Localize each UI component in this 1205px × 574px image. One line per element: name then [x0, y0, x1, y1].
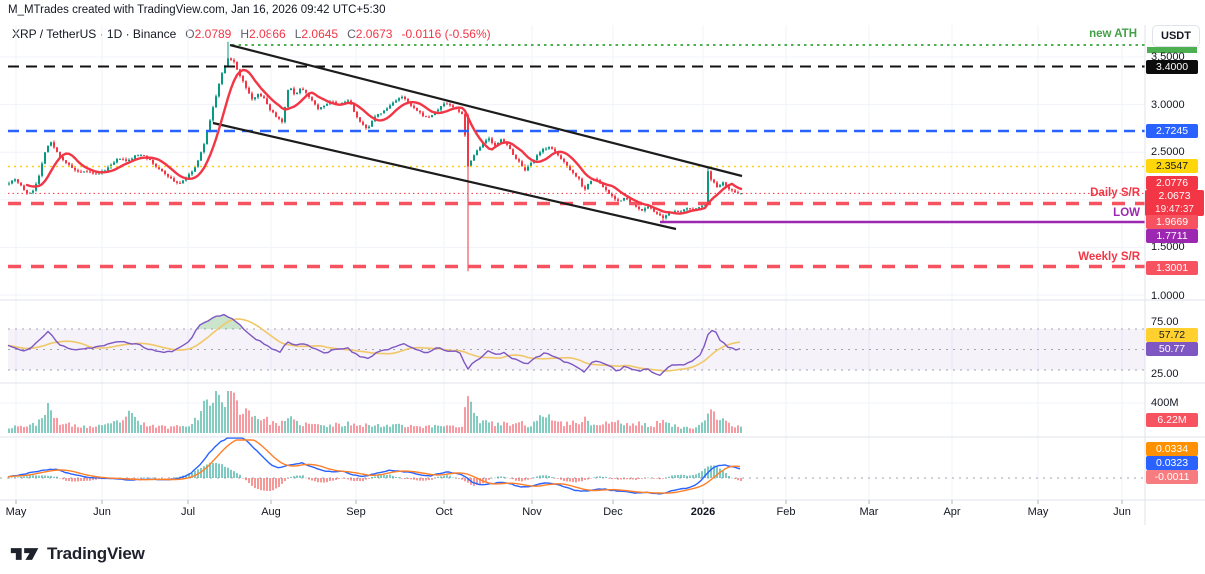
price-level-label: 0.0323 — [1146, 456, 1198, 470]
price-level-label: 2.0776 — [1146, 176, 1198, 190]
tradingview-logo-text: TradingView — [47, 544, 145, 563]
time-axis-label: Dec — [603, 506, 623, 518]
price-scale-label: 2.5000 — [1151, 146, 1185, 158]
time-axis-label: Aug — [261, 506, 281, 518]
price-scale-label: 400M — [1151, 397, 1179, 409]
tradingview-logo-icon — [10, 548, 39, 560]
price-level-label: 50.77 — [1146, 342, 1198, 356]
ath-price-label-bar — [1147, 47, 1197, 53]
time-axis-label: Jun — [93, 506, 111, 518]
time-axis-label: Jul — [180, 506, 196, 518]
chart-credit: M_MTrades created with TradingView.com, … — [8, 4, 386, 16]
price-level-label: 6.22M — [1146, 413, 1198, 427]
annotation-daily-s-r: Daily S/R — [1090, 187, 1140, 199]
tradingview-logo[interactable]: TradingView — [10, 544, 145, 564]
time-axis-label: Nov — [522, 506, 542, 518]
time-axis-label: Sep — [346, 506, 366, 518]
symbol-legend[interactable]: XRP / TetherUS · 1D · Binance O2.0789 H2… — [12, 27, 491, 41]
current-price-label: 2.0673 19:47:37 — [1145, 190, 1204, 216]
candle-countdown: 19:47:37 — [1155, 204, 1194, 215]
price-scale-label: 1.5000 — [1151, 241, 1185, 253]
time-axis-label: May — [1027, 506, 1049, 518]
price-scale-label: 75.00 — [1151, 316, 1179, 328]
price-level-label: 2.7245 — [1146, 124, 1198, 138]
price-level-label: 0.0334 — [1146, 442, 1198, 456]
ohlc-low: L2.0645 — [294, 27, 339, 41]
price-level-label: 3.4000 — [1146, 60, 1198, 74]
price-scale-label: 25.00 — [1151, 368, 1179, 380]
chart-canvas[interactable] — [0, 0, 1205, 525]
price-level-label: 1.9669 — [1146, 215, 1198, 229]
annotation-low: LOW — [1113, 207, 1140, 219]
price-level-label: 1.3001 — [1146, 261, 1198, 275]
time-axis-label: Feb — [776, 506, 796, 518]
ohlc-open: O2.0789 — [185, 27, 232, 41]
price-level-label: 2.3547 — [1146, 159, 1198, 173]
price-scale-label: 1.0000 — [1151, 290, 1185, 302]
time-axis-label: Apr — [943, 506, 961, 518]
time-axis-label: 2026 — [690, 506, 716, 518]
symbol-title[interactable]: XRP / TetherUS · 1D · Binance — [12, 27, 177, 41]
time-axis-label: May — [5, 506, 27, 518]
price-level-label: 57.72 — [1146, 328, 1198, 342]
time-axis-label: Mar — [859, 506, 879, 518]
annotation-new-ath: new ATH — [1089, 28, 1137, 40]
time-axis-label: Oct — [435, 506, 453, 518]
price-level-label: -0.0011 — [1146, 470, 1198, 484]
currency-toggle-button[interactable]: USDT — [1152, 25, 1200, 47]
ohlc-close: C2.0673 — [347, 27, 393, 41]
time-axis-label: Jun — [1113, 506, 1131, 518]
price-scale-label: 3.0000 — [1151, 99, 1185, 111]
price-change: -0.0116 (-0.56%) — [401, 27, 491, 41]
ohlc-high: H2.0866 — [240, 27, 286, 41]
price-level-label: 1.7711 — [1146, 229, 1198, 243]
annotation-weekly-s-r: Weekly S/R — [1078, 251, 1140, 263]
